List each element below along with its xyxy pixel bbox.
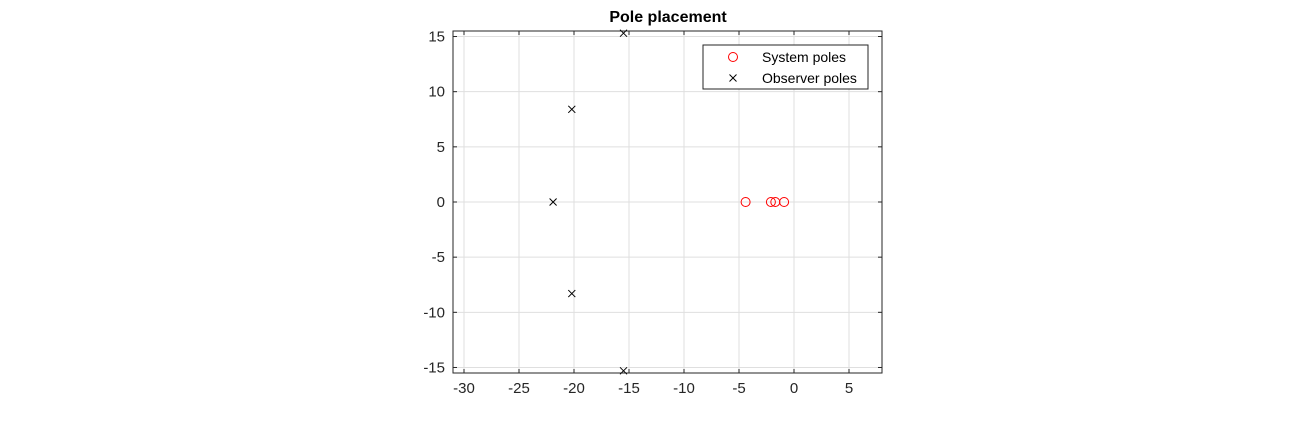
legend-system-poles-marker xyxy=(728,52,738,62)
y-tick-label: 0 xyxy=(437,194,445,211)
system-poles-point xyxy=(779,197,790,207)
legend-observer-poles-label: Observer poles xyxy=(762,70,857,86)
x-tick-label: -30 xyxy=(453,380,475,397)
x-tick-label: 5 xyxy=(845,380,853,397)
observer-poles-point xyxy=(567,105,576,114)
axis-ticks: -30 -25 -20 -15 -10 -5 0 5 -15 -10 -5 0 5 10 15 xyxy=(423,29,882,397)
system-poles-point xyxy=(765,197,776,207)
y-tick-label: 15 xyxy=(428,29,445,46)
legend[interactable]: System poles Observer poles xyxy=(702,44,869,90)
x-tick-label: 0 xyxy=(790,380,798,397)
y-tick-label: 10 xyxy=(428,84,445,101)
x-tick-label: -20 xyxy=(563,380,585,397)
x-tick-label: -5 xyxy=(732,380,745,397)
data-marks xyxy=(549,29,790,375)
legend-system-poles-label: System poles xyxy=(762,49,846,65)
y-tick-label: -10 xyxy=(423,304,445,321)
y-tick-label: -5 xyxy=(432,249,445,266)
observer-poles-point xyxy=(549,198,557,206)
observer-poles-point xyxy=(567,289,576,298)
chart-title: Pole placement xyxy=(609,9,727,26)
legend-observer-poles-marker xyxy=(729,74,737,82)
x-tick-label: -15 xyxy=(618,380,640,397)
y-tick-label: 5 xyxy=(437,139,445,156)
observer-poles-point xyxy=(619,366,628,375)
y-tick-label: -15 xyxy=(423,359,445,376)
x-tick-label: -10 xyxy=(673,380,695,397)
system-poles-point xyxy=(740,197,751,207)
x-tick-label: -25 xyxy=(508,380,530,397)
legend-box xyxy=(702,44,869,90)
observer-poles-point xyxy=(619,29,628,38)
